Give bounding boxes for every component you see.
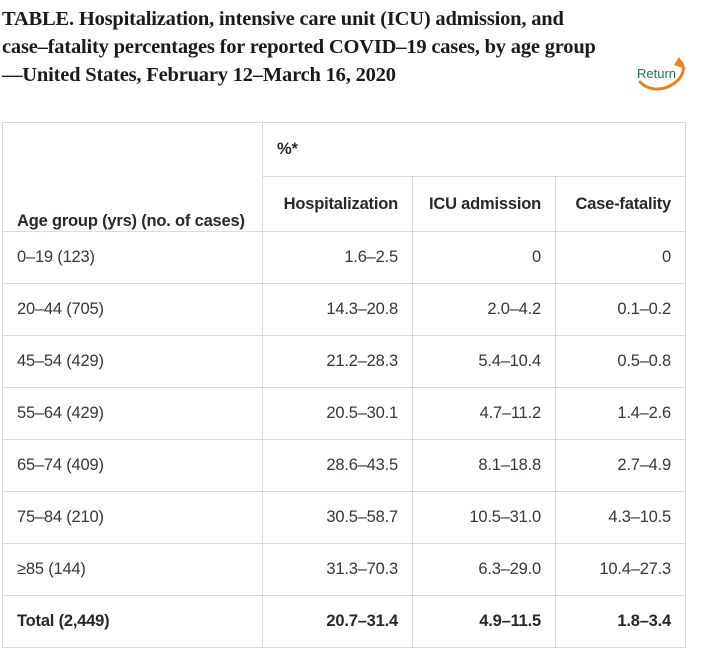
return-arrow-icon	[638, 57, 686, 91]
icu-admission-cell: 0	[412, 231, 556, 284]
hospitalization-cell: 21.2–28.3	[262, 335, 413, 388]
case-fatality-cell: 1.4–2.6	[554, 387, 687, 440]
icu-admission-cell: 6.3–29.0	[412, 543, 556, 596]
age-group-cell: ≥85 (144)	[2, 543, 263, 596]
group-header-row: Age group (yrs) (no. of cases) %*	[2, 122, 687, 232]
return-link[interactable]: Return	[636, 56, 694, 98]
hospitalization-cell: 14.3–20.8	[262, 283, 413, 336]
age-group-cell: 75–84 (210)	[2, 491, 263, 544]
case-fatality-cell: 0.5–0.8	[554, 335, 687, 388]
table-row-total: Total (2,449) 20.7–31.4 4.9–11.5 1.8–3.4	[2, 595, 687, 648]
icu-admission-cell: 2.0–4.2	[412, 283, 556, 336]
icu-admission-cell: 10.5–31.0	[412, 491, 556, 544]
case-fatality-cell: 1.8–3.4	[554, 595, 687, 648]
icu-admission-cell: 5.4–10.4	[412, 335, 556, 388]
age-group-cell: 20–44 (705)	[2, 283, 263, 336]
hospitalization-cell: 28.6–43.5	[262, 439, 413, 492]
title-line-1: TABLE. Hospitalization, intensive care u…	[2, 8, 564, 30]
hospitalization-cell: 1.6–2.5	[262, 231, 413, 284]
age-group-cell: 0–19 (123)	[2, 231, 263, 284]
table-row: 0–19 (123) 1.6–2.5 0 0	[2, 231, 687, 284]
case-fatality-cell: 10.4–27.3	[554, 543, 687, 596]
hospitalization-cell: 31.3–70.3	[262, 543, 413, 596]
hospitalization-cell: 20.5–30.1	[262, 387, 413, 440]
table-row: ≥85 (144) 31.3–70.3 6.3–29.0 10.4–27.3	[2, 543, 687, 596]
age-group-cell: 45–54 (429)	[2, 335, 263, 388]
icu-admission-cell: 4.7–11.2	[412, 387, 556, 440]
title-line-2: case–fatality percentages for reported C…	[2, 36, 596, 58]
data-table: Age group (yrs) (no. of cases) %* Hospit…	[2, 122, 687, 648]
case-fatality-cell: 4.3–10.5	[554, 491, 687, 544]
age-group-cell: 55–64 (429)	[2, 387, 263, 440]
col-header-hospitalization: Hospitalization	[262, 176, 413, 232]
case-fatality-cell: 0.1–0.2	[554, 283, 687, 336]
table-row: 55–64 (429) 20.5–30.1 4.7–11.2 1.4–2.6	[2, 387, 687, 440]
column-header-row: Hospitalization ICU admission Case-fatal…	[3, 176, 687, 232]
col-header-age-group: Age group (yrs) (no. of cases)	[2, 122, 263, 232]
return-link-label[interactable]: Return	[637, 66, 677, 81]
icu-admission-cell: 4.9–11.5	[412, 595, 556, 648]
case-fatality-cell: 0	[554, 231, 687, 284]
col-header-icu-admission: ICU admission	[412, 176, 556, 232]
hospitalization-cell: 20.7–31.4	[262, 595, 413, 648]
table-row: 45–54 (429) 21.2–28.3 5.4–10.4 0.5–0.8	[2, 335, 687, 388]
age-group-cell: Total (2,449)	[2, 595, 263, 648]
case-fatality-cell: 2.7–4.9	[554, 439, 687, 492]
table-row: 20–44 (705) 14.3–20.8 2.0–4.2 0.1–0.2	[2, 283, 687, 336]
title-line-3: —United States, February 12–March 16, 20…	[2, 64, 396, 86]
age-group-cell: 65–74 (409)	[2, 439, 263, 492]
page-title: TABLE. Hospitalization, intensive care u…	[2, 5, 682, 89]
table-row: 65–74 (409) 28.6–43.5 8.1–18.8 2.7–4.9	[2, 439, 687, 492]
table-row: 75–84 (210) 30.5–58.7 10.5–31.0 4.3–10.5	[2, 491, 687, 544]
icu-admission-cell: 8.1–18.8	[412, 439, 556, 492]
group-header-percent: %*	[261, 122, 687, 177]
col-header-case-fatality: Case-fatality	[554, 176, 687, 232]
hospitalization-cell: 30.5–58.7	[262, 491, 413, 544]
